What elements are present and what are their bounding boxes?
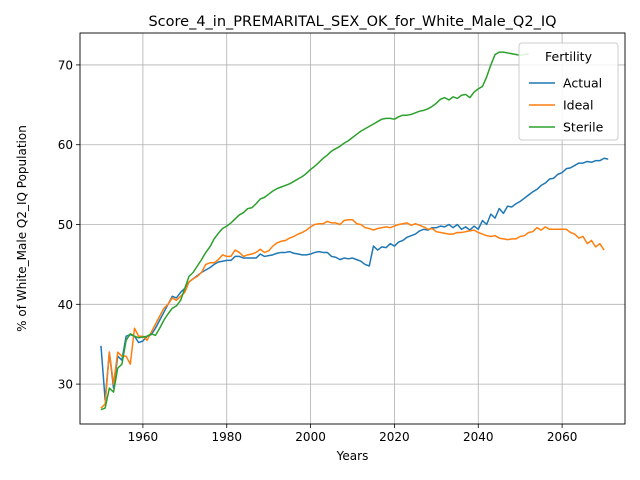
x-tick-label: 2000 <box>295 430 326 444</box>
x-tick-label: 2040 <box>463 430 494 444</box>
x-axis-label: Years <box>336 449 369 463</box>
chart-title: Score_4_in_PREMARITAL_SEX_OK_for_White_M… <box>148 14 556 30</box>
y-axis-label: % of White_Male Q2_IQ Population <box>15 125 29 332</box>
legend-label-sterile: Sterile <box>563 120 604 135</box>
x-tick-label: 1960 <box>128 430 159 444</box>
y-tick-label: 60 <box>58 138 73 152</box>
x-axis-ticks: 1960 1980 2000 2020 2040 2060 <box>128 424 578 444</box>
legend-label-ideal: Ideal <box>563 98 593 113</box>
legend-title: Fertility <box>545 49 593 64</box>
series-line-sterile <box>100 51 529 411</box>
y-tick-label: 30 <box>58 378 73 392</box>
plot-area-frame <box>79 32 626 425</box>
y-tick-label: 40 <box>58 298 73 312</box>
y-axis-ticks: 30 40 50 60 70 <box>58 58 80 392</box>
series-line-ideal <box>100 218 605 409</box>
x-tick-label: 1980 <box>211 430 242 444</box>
legend-label-actual: Actual <box>563 76 602 91</box>
legend-box <box>518 42 619 141</box>
series-lines <box>100 51 609 411</box>
y-tick-label: 50 <box>58 218 73 232</box>
legend: Fertility Actual Ideal Sterile <box>518 42 619 141</box>
x-tick-label: 2020 <box>379 430 410 444</box>
y-tick-label: 70 <box>58 58 73 72</box>
x-tick-label: 2060 <box>547 430 578 444</box>
